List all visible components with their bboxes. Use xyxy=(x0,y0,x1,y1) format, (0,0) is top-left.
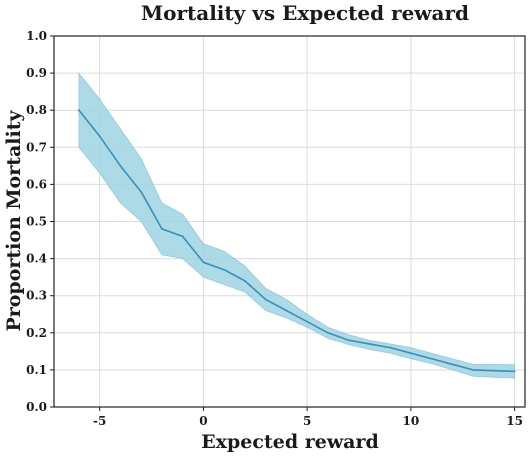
y-tick-label: 0.1 xyxy=(26,363,47,377)
data-point xyxy=(285,309,288,312)
data-point xyxy=(347,339,350,342)
y-tick-label: 0.5 xyxy=(26,215,47,229)
data-point xyxy=(513,370,516,373)
confidence-band xyxy=(78,71,516,379)
y-tick-label: 0.7 xyxy=(26,140,47,154)
data-point xyxy=(98,135,101,138)
data-point xyxy=(202,261,205,264)
y-tick-label: 0.4 xyxy=(26,252,47,266)
x-axis-label: Expected reward xyxy=(201,431,379,453)
y-tick-label: 0.6 xyxy=(26,177,47,191)
y-tick-label: 0.2 xyxy=(26,326,47,340)
data-point xyxy=(140,190,143,193)
grid-layer xyxy=(54,35,525,408)
x-tick-label: 5 xyxy=(303,414,311,428)
data-point xyxy=(181,235,184,238)
confidence-band-layer xyxy=(78,71,516,379)
data-point xyxy=(264,298,267,301)
data-point xyxy=(389,346,392,349)
y-tick-label: 0.8 xyxy=(26,103,47,117)
y-axis-label: Proportion Mortality xyxy=(3,109,25,331)
data-point xyxy=(223,268,226,271)
series-line-layer xyxy=(77,109,516,373)
series-line xyxy=(78,109,515,373)
x-tick-label: 0 xyxy=(199,414,207,428)
data-point xyxy=(451,363,454,366)
tick-layer: -5 0 5 10 15 0.0 0.1 0.2 0.3 0.4 0.5 0.6 0.7 0.8 0.9 1.… xyxy=(26,29,523,428)
data-point xyxy=(119,164,122,167)
y-tick-label: 0.3 xyxy=(26,289,47,303)
y-tick-label: 0.9 xyxy=(26,66,47,80)
y-tick-label: 0.0 xyxy=(26,400,47,414)
data-point xyxy=(306,320,309,323)
data-point xyxy=(472,369,475,371)
x-tick-label: 15 xyxy=(506,414,523,428)
data-point xyxy=(368,343,371,345)
y-tick-label: 1.0 xyxy=(26,29,47,43)
data-point xyxy=(77,109,80,112)
data-point xyxy=(160,228,163,230)
data-point xyxy=(243,279,246,282)
chart-title: Mortality vs Expected reward xyxy=(141,1,469,25)
data-point xyxy=(492,369,495,372)
x-tick-label: -5 xyxy=(93,414,106,428)
x-tick-label: 10 xyxy=(403,414,420,428)
data-point xyxy=(409,352,412,355)
data-point xyxy=(430,357,433,360)
data-point xyxy=(326,331,329,334)
